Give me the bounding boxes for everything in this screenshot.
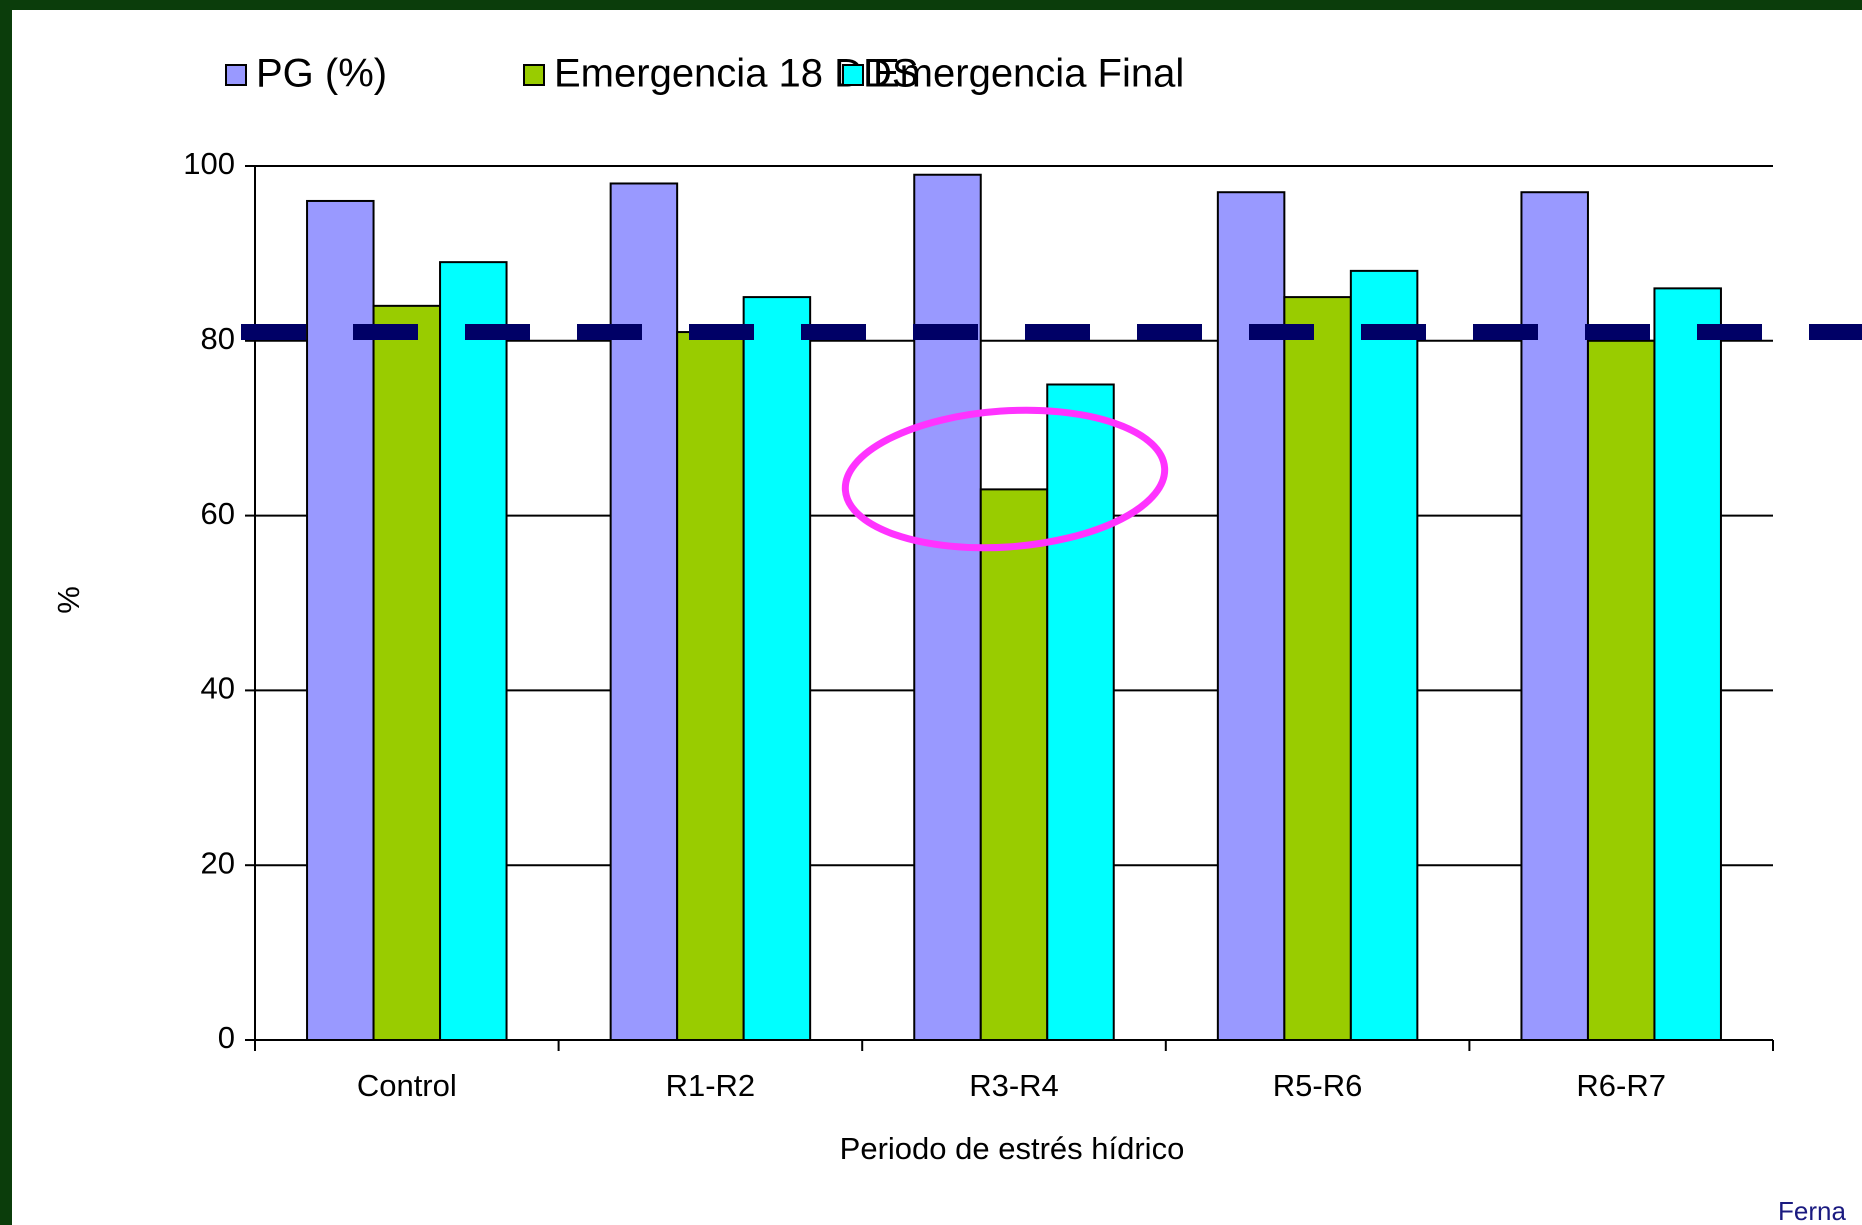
x-tick-label: Control [357,1068,457,1103]
y-tick-label: 60 [201,496,235,531]
bar [742,296,812,1042]
y-tick-label: 0 [218,1020,235,1055]
frame-top [0,0,1862,10]
legend-label: PG (%) [256,52,387,96]
y-tick-label: 20 [201,845,235,880]
source: Ferna [1778,1196,1846,1225]
bar [372,304,442,1041]
bar [1349,269,1419,1041]
x-axis-label: Periodo de estrés hídrico [840,1131,1185,1166]
y-tick-label: 40 [201,671,235,706]
bar [306,199,375,1041]
x-tick-label: R5-R6 [1273,1068,1363,1103]
x-tick-label: R1-R2 [666,1068,756,1103]
bar [439,261,508,1041]
x-tick-label: R6-R7 [1576,1068,1666,1103]
bar [1283,296,1352,1042]
legend-swatch [523,64,545,86]
y-axis-label: % [51,586,86,614]
bar [913,173,982,1042]
frame-left [0,0,12,1225]
bar [979,488,1049,1041]
legend-swatch [842,64,864,86]
x-tick-label: R3-R4 [969,1068,1059,1103]
bar [609,182,679,1042]
highlight-ellipse [841,406,1169,552]
y-tick-label: 80 [201,321,235,356]
bar [1653,287,1722,1041]
bar [1586,339,1656,1041]
y-tick-label: 100 [183,146,235,181]
bar [1046,383,1115,1041]
bar [676,331,745,1041]
legend-label: Emergencia Final [873,52,1184,96]
bar [1216,191,1286,1042]
legend-swatch [225,64,247,86]
bar [1520,191,1589,1042]
